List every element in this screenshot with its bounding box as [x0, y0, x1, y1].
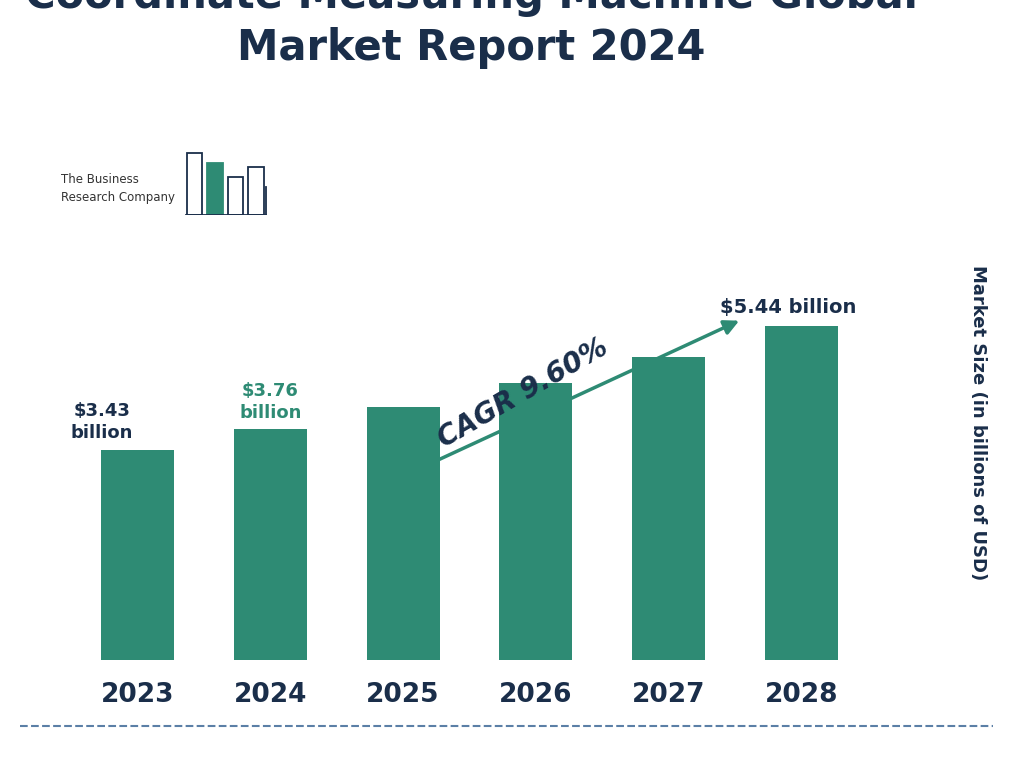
Text: CAGR 9.60%: CAGR 9.60% — [433, 333, 612, 453]
Bar — [186, 153, 203, 215]
Bar — [248, 167, 264, 215]
Bar — [233, 429, 307, 660]
Bar — [367, 407, 439, 660]
Bar — [101, 450, 174, 660]
Bar — [227, 177, 244, 215]
Text: $5.44 billion: $5.44 billion — [720, 298, 856, 317]
Bar — [632, 357, 706, 660]
Bar — [500, 383, 572, 660]
Text: $3.76
billion: $3.76 billion — [240, 382, 301, 422]
Text: The Business
Research Company: The Business Research Company — [61, 173, 175, 204]
Bar — [207, 164, 223, 215]
Bar — [765, 326, 838, 660]
Text: $3.43
billion: $3.43 billion — [71, 402, 133, 442]
Text: Coordinate Measuring Machine Global
Market Report 2024: Coordinate Measuring Machine Global Mark… — [25, 0, 918, 69]
Text: Market Size (in billions of USD): Market Size (in billions of USD) — [969, 265, 987, 580]
